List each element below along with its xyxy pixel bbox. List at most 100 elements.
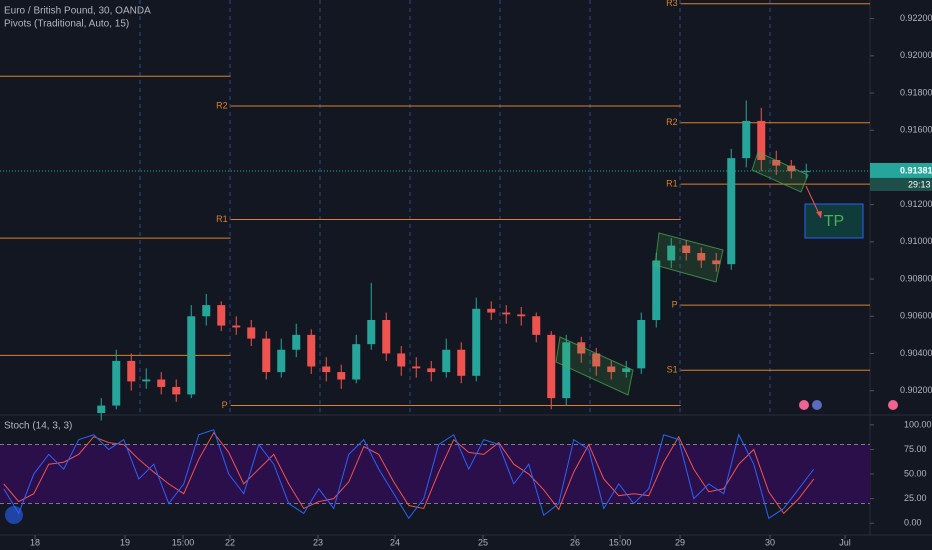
stoch-pane bbox=[0, 429, 870, 520]
x-tick-label: 22 bbox=[225, 537, 235, 547]
candle-body bbox=[142, 379, 151, 382]
stoch-title: Stoch (14, 3, 3) bbox=[4, 421, 72, 432]
pivot-label: S1 bbox=[667, 365, 678, 375]
pivot-label: R1 bbox=[666, 179, 678, 189]
y-tick-label: 0.92200 bbox=[900, 13, 932, 23]
event-icon[interactable] bbox=[799, 400, 809, 410]
candle-body bbox=[397, 353, 406, 367]
candle-body bbox=[187, 316, 196, 395]
indicator-title: Pivots (Traditional, Auto, 15) bbox=[4, 19, 129, 30]
pivot-label: R1 bbox=[216, 214, 228, 224]
candle-body bbox=[712, 260, 721, 265]
candle-body bbox=[592, 353, 601, 367]
countdown-box bbox=[870, 177, 932, 191]
y-tick-label: 0.90800 bbox=[900, 273, 932, 283]
candle-body bbox=[172, 386, 181, 395]
x-tick-label: 26 bbox=[570, 537, 580, 547]
candle-body bbox=[532, 316, 541, 335]
x-tick-label: 23 bbox=[313, 537, 323, 547]
candle-body bbox=[757, 120, 766, 160]
candle-body bbox=[292, 334, 301, 350]
x-tick-label: Jul bbox=[839, 537, 851, 547]
tp-arrowhead bbox=[816, 211, 822, 218]
stoch-band bbox=[0, 444, 870, 504]
candle-body bbox=[337, 372, 346, 380]
candle-body bbox=[577, 342, 586, 354]
y-tick-label: 0.91600 bbox=[900, 125, 932, 135]
candle-body bbox=[487, 308, 496, 313]
candle-body bbox=[427, 368, 436, 373]
candle-body bbox=[127, 360, 136, 382]
candle-body bbox=[352, 344, 361, 380]
pivot-label: P bbox=[672, 299, 678, 309]
candle-body bbox=[547, 334, 556, 399]
y-tick-label: 0.00 bbox=[904, 518, 922, 528]
last-price-label: 0.91381 bbox=[900, 165, 932, 175]
x-tick-label: 30 bbox=[765, 537, 775, 547]
logo[interactable] bbox=[5, 506, 23, 524]
x-tick-label: 15:00 bbox=[609, 537, 632, 547]
event-icon[interactable] bbox=[812, 400, 822, 410]
x-tick-label: 24 bbox=[390, 537, 400, 547]
countdown-label: 29:13 bbox=[908, 179, 931, 189]
candle-body bbox=[682, 245, 691, 254]
pivot-label: R2 bbox=[666, 117, 678, 127]
pivot-label: P bbox=[222, 400, 228, 410]
symbol-title: Euro / British Pound, 30, OANDA bbox=[4, 6, 151, 17]
candle-body bbox=[157, 379, 166, 387]
channel-drawings bbox=[555, 151, 809, 396]
tp-label: TP bbox=[824, 213, 844, 230]
candle-body bbox=[382, 319, 391, 354]
candle-body bbox=[637, 319, 646, 369]
candle-body bbox=[112, 360, 121, 406]
candle-body bbox=[412, 366, 421, 369]
candle-body bbox=[727, 158, 736, 265]
stoch-line bbox=[3, 431, 815, 515]
candle-body bbox=[502, 312, 511, 315]
candle-body bbox=[772, 159, 781, 166]
x-tick-label: 29 bbox=[675, 537, 685, 547]
candle-body bbox=[367, 319, 376, 345]
candle-body bbox=[607, 366, 616, 373]
candle-body bbox=[277, 349, 286, 373]
candle-body bbox=[802, 171, 811, 173]
event-icon[interactable] bbox=[888, 400, 898, 410]
y-tick-label: 100.00 bbox=[904, 419, 932, 429]
candle-body bbox=[262, 338, 271, 373]
candle-body bbox=[472, 308, 481, 376]
candle-body bbox=[247, 327, 256, 339]
candle-body bbox=[622, 368, 631, 373]
candle-body bbox=[217, 305, 226, 326]
price-pane: R2 R1 P R3 R2 R1 P S1 bbox=[0, 0, 870, 421]
candle-body bbox=[787, 165, 796, 172]
tp-box bbox=[804, 203, 864, 239]
x-tick-label: 18 bbox=[30, 537, 40, 547]
pivot-label: R2 bbox=[216, 100, 228, 110]
candle-body bbox=[517, 314, 526, 317]
candle-body bbox=[457, 349, 466, 376]
x-tick-label: 19 bbox=[120, 537, 130, 547]
candle-body bbox=[562, 342, 571, 399]
pivot-label: R3 bbox=[666, 0, 678, 8]
y-tick-label: 75.00 bbox=[904, 444, 927, 454]
candle-body bbox=[667, 245, 676, 261]
candle-body bbox=[307, 334, 316, 367]
y-tick-label: 25.00 bbox=[904, 493, 927, 503]
candle-body bbox=[697, 253, 706, 261]
candle-body bbox=[232, 325, 241, 328]
stoch-line bbox=[3, 429, 815, 520]
last-price-box bbox=[870, 162, 932, 178]
y-tick-label: 0.91000 bbox=[900, 236, 932, 246]
y-tick-label: 0.90400 bbox=[900, 348, 932, 358]
candle-body bbox=[742, 120, 751, 159]
candle-body bbox=[652, 260, 661, 320]
y-tick-label: 50.00 bbox=[904, 468, 927, 478]
y-tick-label: 0.91200 bbox=[900, 199, 932, 209]
candle-body bbox=[97, 405, 106, 413]
y-tick-label: 0.90600 bbox=[900, 311, 932, 321]
y-tick-label: 0.90200 bbox=[900, 385, 932, 395]
session-lines bbox=[139, 0, 771, 413]
y-tick-label: 0.92000 bbox=[900, 50, 932, 60]
y-tick-label: 0.91800 bbox=[900, 87, 932, 97]
